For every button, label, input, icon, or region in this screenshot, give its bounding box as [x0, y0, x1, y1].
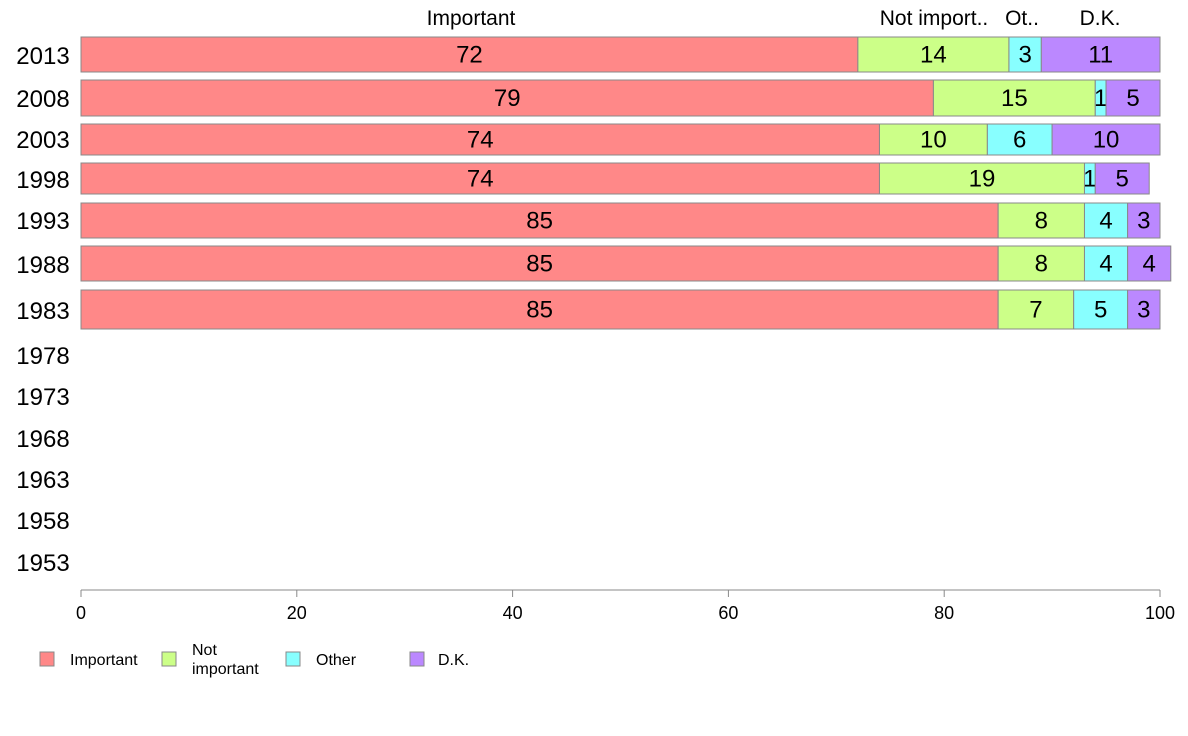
value-label-1983-important: 85 [526, 297, 553, 324]
value-label-1983-other: 5 [1094, 297, 1107, 324]
value-label-2013-important: 72 [456, 42, 483, 69]
value-label-1983-not-important: 7 [1029, 297, 1042, 324]
bar-2013-important [80, 36, 859, 73]
value-label-1988-not-important: 8 [1035, 251, 1048, 278]
x-tick-label-40: 40 [503, 603, 523, 623]
value-label-2003-not-important: 10 [920, 127, 947, 154]
bar-2003-important [80, 123, 880, 156]
bar-2008-important [80, 79, 934, 117]
bar-1983-not-important [997, 289, 1075, 330]
bar-2003-not-important [878, 123, 988, 156]
bar-1988-important [80, 245, 999, 282]
legend-label-line: Other [316, 652, 357, 669]
value-label-1993-not-important: 8 [1035, 208, 1048, 235]
bar-1988-d-k [1127, 245, 1172, 282]
legend-label-line: Not [192, 642, 217, 659]
year-label-1953: 1953 [16, 550, 69, 577]
year-label-1993: 1993 [16, 208, 69, 235]
value-label-2008-important: 79 [494, 85, 521, 112]
value-label-2013-d-k: 11 [1088, 42, 1113, 69]
x-tick-label-100: 100 [1145, 603, 1175, 623]
value-label-1988-other: 4 [1099, 251, 1112, 278]
header-label-other: Ot.. [1005, 7, 1039, 30]
value-label-1998-important: 74 [467, 166, 494, 193]
value-label-2008-d-k: 5 [1126, 85, 1139, 112]
value-label-1993-d-k: 3 [1137, 208, 1150, 235]
legend-label-line: D.K. [438, 652, 469, 669]
value-label-2013-not-important: 14 [920, 42, 947, 69]
value-label-2008-not-important: 15 [1001, 85, 1028, 112]
value-label-1988-important: 85 [526, 251, 553, 278]
year-labels: 2013 2008 2003 1998 1993 1988 1983 1978 1973 1968… [16, 43, 69, 577]
bar-2003-other [986, 123, 1053, 156]
year-label-1998: 1998 [16, 167, 69, 194]
bar-1993-d-k [1127, 202, 1161, 239]
x-tick-label-60: 60 [718, 603, 738, 623]
bar-1983-d-k [1127, 289, 1161, 330]
year-label-1978: 1978 [16, 343, 69, 370]
year-label-2008: 2008 [16, 86, 69, 113]
year-label-1963: 1963 [16, 467, 69, 494]
value-label-2013-other: 3 [1018, 42, 1031, 69]
series-header-labels: Important Not import.. Ot.. D.K. [427, 7, 1121, 30]
year-label-2003: 2003 [16, 127, 69, 154]
bar-1993-other [1083, 202, 1129, 239]
value-label-1998-not-important: 19 [969, 166, 996, 193]
legend-swatch-not-important [161, 651, 177, 667]
x-tick-label-20: 20 [287, 603, 307, 623]
value-label-2003-important: 74 [467, 127, 494, 154]
legend-label-important: Important [70, 652, 138, 669]
value-label-1998-other: 1 [1083, 166, 1096, 193]
bar-2013-not-important [857, 36, 1010, 73]
x-axis: 0 20 40 60 80 100 [76, 589, 1175, 623]
header-label-d-k: D.K. [1080, 7, 1121, 30]
legend-swatch-important [39, 651, 55, 667]
value-label-1993-important: 85 [526, 208, 553, 235]
header-label-not-important: Not import.. [880, 7, 989, 30]
year-label-1988: 1988 [16, 252, 69, 279]
bar-1998-not-important [878, 162, 1085, 195]
value-label-2003-other: 6 [1013, 127, 1026, 154]
bar-1988-not-important [997, 245, 1085, 282]
value-label-1998-d-k: 5 [1116, 166, 1129, 193]
value-label-2008-other: 1 [1094, 85, 1107, 112]
x-tick-label-0: 0 [76, 603, 86, 623]
year-label-1958: 1958 [16, 508, 69, 535]
bar-2003-d-k [1051, 123, 1161, 156]
legend-swatch-d-k [409, 651, 425, 667]
bar-1983-important [80, 289, 999, 330]
bar-2008-d-k [1105, 79, 1161, 117]
legend-label-not-important: Not important [192, 642, 259, 678]
bar-2008-not-important [932, 79, 1096, 117]
header-label-important: Important [427, 7, 516, 30]
legend-label-line: important [192, 661, 259, 678]
x-tick-label-80: 80 [934, 603, 954, 623]
year-label-2013: 2013 [16, 43, 69, 70]
bar-1998-important [80, 162, 880, 195]
legend-label-d-k: D.K. [438, 652, 469, 669]
year-label-1973: 1973 [16, 384, 69, 411]
value-label-1983-d-k: 3 [1137, 297, 1150, 324]
bar-2013-other [1008, 36, 1042, 73]
year-label-1968: 1968 [16, 426, 69, 453]
legend: Important Not important Other D.K. [39, 642, 469, 678]
year-label-1983: 1983 [16, 298, 69, 325]
bar-1993-not-important [997, 202, 1085, 239]
bar-2013-d-k [1040, 36, 1161, 73]
bar-1998-d-k [1094, 162, 1150, 195]
value-label-1988-d-k: 4 [1143, 251, 1156, 278]
legend-label-line: Important [70, 652, 138, 669]
bar-1993-important [80, 202, 999, 239]
value-label-2003-d-k: 10 [1093, 127, 1120, 154]
legend-swatch-other [285, 651, 301, 667]
value-label-1993-other: 4 [1099, 208, 1112, 235]
legend-label-other: Other [316, 652, 357, 669]
